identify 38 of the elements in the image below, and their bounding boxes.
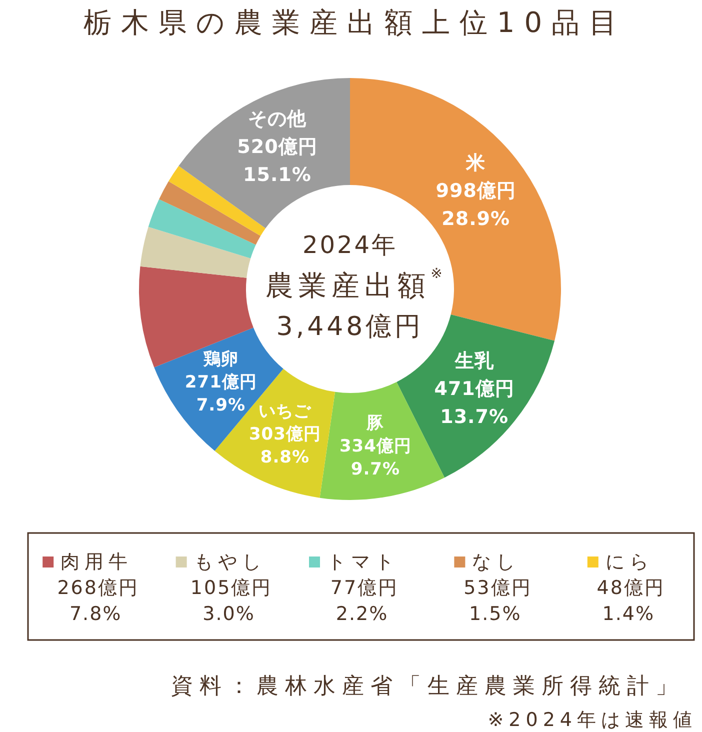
donut-slice — [159, 181, 261, 245]
annotation: 資料：農林水産省「生産農業所得統計」 — [171, 674, 684, 698]
donut-slice — [178, 78, 350, 228]
annotation: ※2024年は速報値 — [488, 709, 697, 731]
data-label: 271億円 7.9% — [184, 372, 257, 416]
legend-item: 肉用牛 268億円 7.8% — [42, 551, 139, 625]
legend-item: もやし 105億円 3.0% — [176, 551, 272, 625]
annotation: 2024年 — [302, 231, 398, 259]
data-label: 334億円 9.7% — [339, 436, 412, 480]
legend-item: なし 53億円 1.5% — [454, 551, 532, 625]
slice-label: 鶏卵 — [202, 350, 238, 370]
legend-label: もやし — [194, 551, 266, 573]
slice-label: その他 — [248, 108, 307, 130]
data-label: 105億円 3.0% — [190, 577, 272, 625]
legend-label: なし — [472, 551, 520, 573]
data-label: 53億円 1.5% — [464, 577, 532, 625]
annotation: 3,448億円 — [276, 312, 424, 342]
donut-slice — [139, 266, 254, 368]
legend-item: トマト 77億円 2.2% — [309, 551, 399, 625]
title: 栃木県の農業産出額上位10品目 — [83, 6, 627, 38]
data-label: 520億円 15.1% — [237, 136, 318, 186]
legend-label: 肉用牛 — [60, 551, 133, 573]
legend-label: にら — [605, 551, 654, 573]
data-label: 998億円 28.9% — [436, 180, 516, 230]
annotation: 農業産出額$^{※}$ — [266, 266, 442, 302]
data-label: 48億円 1.4% — [596, 577, 665, 625]
donut-slice — [140, 226, 251, 278]
legend-item: にら 48億円 1.4% — [587, 551, 665, 625]
slice-label: 米 — [465, 152, 486, 174]
data-label: 303億円 8.8% — [248, 424, 321, 468]
data-label: 471億円 13.7% — [434, 378, 514, 428]
donut-slice — [148, 199, 256, 258]
data-label: 268億円 7.8% — [57, 577, 139, 625]
legend-label: トマト — [327, 551, 399, 573]
slice-label: いちご — [258, 402, 312, 422]
slice-label: 豚 — [366, 413, 385, 434]
data-label: 77億円 2.2% — [330, 577, 399, 625]
slice-label: 生乳 — [454, 350, 494, 372]
